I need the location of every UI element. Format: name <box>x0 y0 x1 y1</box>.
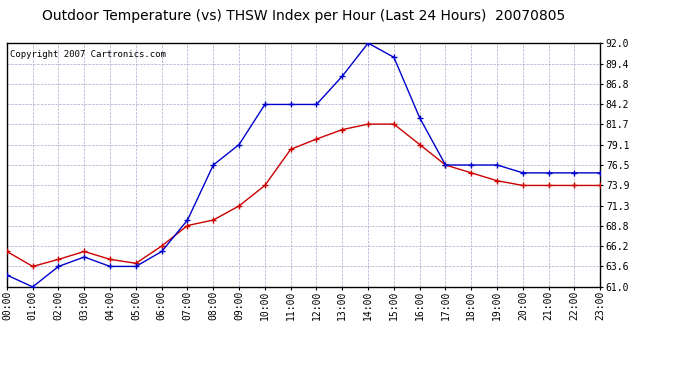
Text: Copyright 2007 Cartronics.com: Copyright 2007 Cartronics.com <box>10 51 166 59</box>
Text: Outdoor Temperature (vs) THSW Index per Hour (Last 24 Hours)  20070805: Outdoor Temperature (vs) THSW Index per … <box>42 9 565 23</box>
